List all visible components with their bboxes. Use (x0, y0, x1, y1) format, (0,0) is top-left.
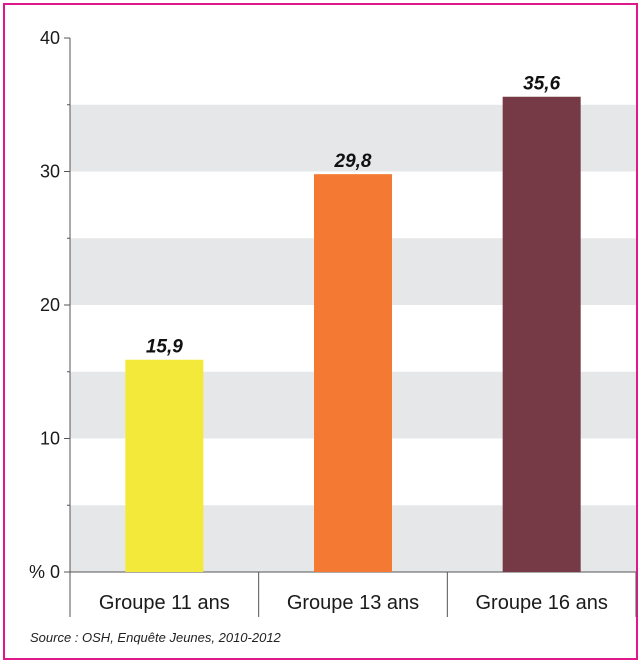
category-label: Groupe 16 ans (476, 592, 608, 614)
category-label: Groupe 13 ans (287, 592, 419, 614)
data-label: 29,8 (334, 151, 372, 172)
bar (314, 174, 392, 573)
labels: 15,9 Groupe 11 ans 29,8 Groupe 13 ans 35,6 Gr… (99, 74, 608, 614)
source-note: Source : OSH, Enquête Jeunes, 2010-2012 (30, 630, 281, 645)
data-label: 15,9 (146, 337, 183, 358)
bar (502, 96, 581, 573)
y-tick-label: % 0 (29, 562, 60, 582)
bars (125, 96, 581, 573)
y-tick-label: 40 (40, 28, 60, 48)
y-tick-label: 10 (40, 429, 60, 449)
y-tick-label: 30 (40, 162, 60, 182)
y-tick-label: 20 (40, 295, 60, 315)
category-label: Groupe 11 ans (99, 592, 230, 614)
bar (125, 359, 204, 572)
data-label: 35,6 (523, 74, 560, 95)
